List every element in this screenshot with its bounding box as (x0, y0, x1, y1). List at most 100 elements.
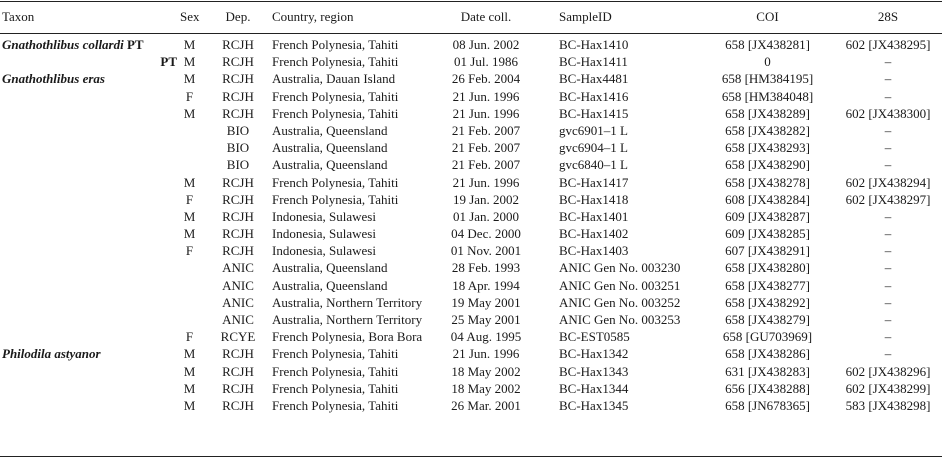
cell-country: French Polynesia, Tahiti (272, 346, 399, 362)
cell-dep: RCJH (222, 191, 254, 207)
cell-coi: 631 [JX438283] (725, 363, 810, 379)
table-row: M RCJH French Polynesia, Tahiti 21 Jun. 199… (0, 105, 942, 122)
cell-28s: – (884, 312, 892, 327)
cell-sex: M (183, 380, 196, 396)
table-body: Gnathothlibus collardi PT M RCJH French Pol… (0, 36, 942, 414)
header-date: Date coll. (460, 9, 512, 24)
cell-28s: – (884, 346, 892, 362)
cell-sex: F (185, 191, 194, 207)
table-row: BIO Australia, Queensland 21 Feb. 2007 gvc6… (0, 122, 942, 139)
cell-28s: – (884, 122, 892, 138)
table-top-rule (0, 1, 942, 3)
cell-sample-id: BC-Hax1410 (559, 37, 629, 52)
cell-coi: 658 [JX438286] (725, 346, 810, 362)
cell-country: French Polynesia, Tahiti (272, 363, 399, 379)
cell-dep: RCJH (222, 174, 254, 190)
cell-sample-id: BC-Hax1342 (559, 346, 629, 362)
cell-country: Indonesia, Sulawesi (272, 226, 376, 242)
cell-28s: 602 [JX438294] (845, 174, 931, 190)
cell-dep: ANIC (222, 277, 254, 293)
cell-sample-id: ANIC Gen No. 003251 (559, 277, 681, 293)
cell-28s: – (884, 54, 892, 70)
cell-dep: RCJH (222, 397, 254, 413)
cell-country: French Polynesia, Tahiti (272, 105, 399, 121)
cell-date: 21 Jun. 1996 (452, 346, 520, 362)
cell-sample-id: BC-EST0585 (559, 329, 630, 345)
cell-sex: M (183, 226, 196, 242)
cell-date: 04 Dec. 2000 (451, 226, 521, 242)
cell-sex: F (185, 88, 194, 104)
cell-coi: 658 [JX438281] (725, 37, 810, 52)
cell-country: Australia, Queensland (272, 157, 388, 173)
cell-28s: 583 [JX438298] (845, 397, 931, 413)
cell-coi: 656 [JX438288] (725, 380, 810, 396)
cell-coi: 658 [JX438282] (725, 122, 810, 138)
cell-taxon: Gnathothlibus eras (2, 70, 105, 87)
cell-sample-id: ANIC Gen No. 003253 (559, 312, 681, 327)
cell-28s: – (884, 140, 892, 156)
cell-28s: – (884, 329, 892, 345)
cell-coi: 0 (764, 54, 771, 70)
cell-date: 21 Jun. 1996 (452, 174, 520, 190)
cell-date: 21 Feb. 2007 (451, 122, 521, 138)
cell-sample-id: ANIC Gen No. 003230 (559, 260, 681, 276)
type-flag: PT (160, 54, 177, 70)
cell-sample-id: BC-Hax1345 (559, 397, 629, 413)
cell-sample-id: BC-Hax1418 (559, 191, 629, 207)
cell-sample-id: BC-Hax1401 (559, 208, 629, 224)
cell-28s: 602 [JX438296] (845, 363, 931, 379)
cell-coi: 658 [JX438290] (725, 157, 810, 173)
cell-28s: – (884, 157, 892, 173)
table-row: F RCJH French Polynesia, Tahiti 21 Jun. 199… (0, 88, 942, 105)
cell-dep: RCJH (222, 105, 254, 121)
cell-date: 04 Aug. 1995 (450, 329, 522, 345)
cell-28s: – (884, 88, 892, 104)
cell-country: French Polynesia, Tahiti (272, 88, 399, 104)
cell-country: Australia, Northern Territory (272, 294, 423, 310)
table-row: ANIC Australia, Queensland 28 Feb. 1993 ANI… (0, 259, 942, 276)
cell-coi: 609 [JX438285] (725, 226, 810, 242)
cell-dep: RCJH (222, 363, 254, 379)
type-flag: PT (126, 37, 144, 52)
cell-taxon: PT (0, 53, 177, 70)
cell-coi: 658 [JN678365] (725, 397, 810, 413)
cell-sex: F (185, 243, 194, 259)
taxon-name: Gnathothlibus eras (2, 71, 105, 87)
cell-country: French Polynesia, Tahiti (272, 174, 399, 190)
cell-date: 26 Feb. 2004 (451, 71, 521, 87)
cell-date: 08 Jun. 2002 (452, 37, 520, 52)
cell-28s: – (884, 260, 892, 276)
cell-date: 21 Jun. 1996 (452, 105, 520, 121)
cell-country: French Polynesia, Tahiti (272, 380, 399, 396)
cell-28s: 602 [JX438295] (845, 37, 931, 52)
table-row: Gnathothlibus collardi PT M RCJH French Pol… (0, 36, 942, 53)
table-row: ANIC Australia, Northern Territory 19 May … (0, 294, 942, 311)
cell-date: 26 Mar. 2001 (451, 397, 521, 413)
cell-date: 19 May 2001 (451, 294, 521, 310)
cell-country: Australia, Queensland (272, 140, 388, 156)
cell-coi: 609 [JX438287] (725, 208, 810, 224)
cell-sample-id: ANIC Gen No. 003252 (559, 294, 681, 310)
cell-taxon: Gnathothlibus collardi PT (2, 36, 144, 53)
cell-coi: 658 [JX438277] (725, 277, 810, 293)
header-country: Country, region (272, 9, 354, 24)
cell-country: French Polynesia, Tahiti (272, 191, 399, 207)
cell-date: 01 Jan. 2000 (452, 208, 520, 224)
cell-dep: RCJH (222, 226, 254, 242)
table-row: Gnathothlibus eras M RCJH Australia, Dauan … (0, 70, 942, 87)
cell-date: 01 Nov. 2001 (450, 243, 522, 259)
table-row: M RCJH Indonesia, Sulawesi 01 Jan. 2000 BC-H… (0, 208, 942, 225)
cell-dep: BIO (226, 157, 250, 173)
cell-dep: ANIC (222, 312, 254, 327)
cell-coi: 658 [HM384048] (721, 88, 814, 104)
header-dep: Dep. (225, 9, 251, 24)
cell-dep: RCJH (222, 37, 254, 52)
cell-sample-id: gvc6901–1 L (559, 122, 628, 138)
cell-sample-id: BC-Hax1402 (559, 226, 629, 242)
cell-sample-id: BC-Hax1343 (559, 363, 629, 379)
cell-coi: 658 [JX438292] (725, 294, 810, 310)
header-sample: SampleID (559, 9, 612, 24)
cell-sample-id: BC-Hax1415 (559, 105, 629, 121)
cell-28s: – (884, 208, 892, 224)
table-row: M RCJH French Polynesia, Tahiti 21 Jun. 199… (0, 174, 942, 191)
